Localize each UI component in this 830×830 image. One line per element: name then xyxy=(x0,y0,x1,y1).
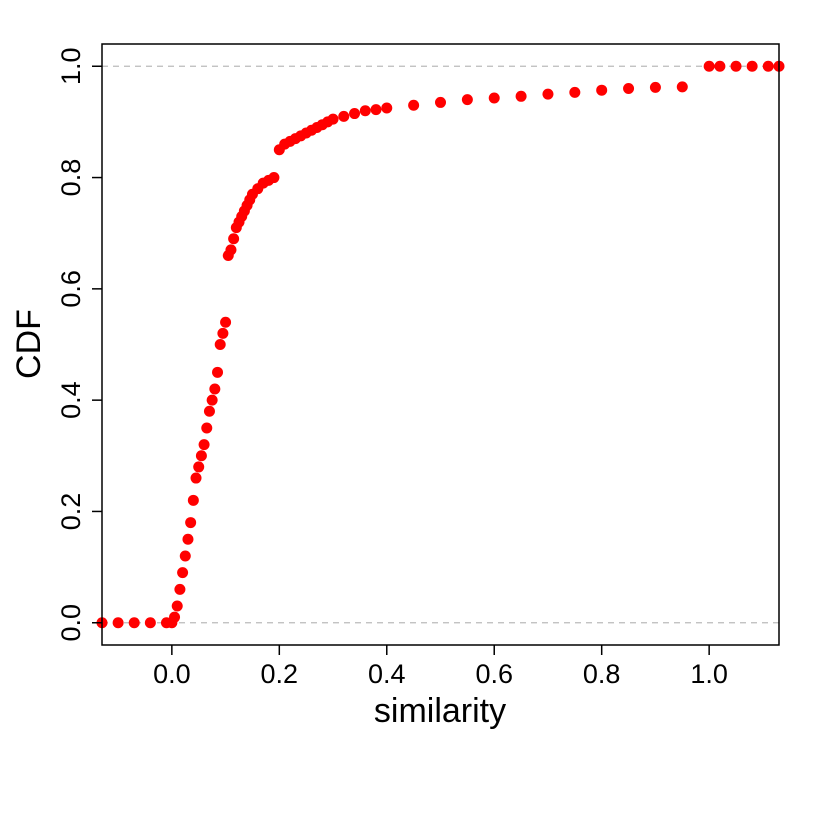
data-point xyxy=(730,60,742,72)
data-point xyxy=(206,394,218,406)
data-point xyxy=(268,172,280,184)
y-tick-label: 0.6 xyxy=(56,270,86,308)
y-tick-label: 0.4 xyxy=(56,381,86,419)
data-point xyxy=(144,617,156,629)
data-point xyxy=(174,583,186,595)
x-tick-label: 0.0 xyxy=(153,659,191,689)
data-point xyxy=(190,472,202,484)
y-tick-label: 0.2 xyxy=(56,493,86,531)
data-point xyxy=(220,316,232,328)
data-point xyxy=(338,110,350,122)
y-tick-label: 0.0 xyxy=(56,604,86,642)
y-axis-title: CDF xyxy=(10,309,48,379)
data-point xyxy=(193,461,205,473)
data-point xyxy=(182,533,194,545)
data-point xyxy=(198,439,210,451)
data-point xyxy=(228,233,240,245)
data-point xyxy=(596,84,608,96)
data-point xyxy=(177,567,189,579)
data-point xyxy=(212,366,224,378)
data-point xyxy=(201,422,213,434)
y-axis: 0.0 0.2 0.4 0.6 0.8 1.0 xyxy=(56,47,102,642)
x-tick-label: 0.2 xyxy=(261,659,299,689)
data-point xyxy=(187,494,199,506)
data-point xyxy=(203,405,215,417)
x-tick-label: 0.8 xyxy=(583,659,621,689)
data-point xyxy=(746,60,758,72)
reference-lines xyxy=(102,65,779,624)
x-axis-title: similarity xyxy=(374,692,506,730)
data-point xyxy=(623,83,635,95)
data-point xyxy=(435,96,446,108)
plot-frame xyxy=(101,43,780,646)
data-point xyxy=(225,244,237,256)
data-point xyxy=(542,88,554,100)
data-point xyxy=(381,102,393,114)
data-point xyxy=(112,617,124,629)
x-tick-label: 0.6 xyxy=(475,659,513,689)
data-point xyxy=(461,94,473,106)
data-point xyxy=(214,339,226,350)
data-point xyxy=(488,92,500,104)
x-axis: 0.0 0.2 0.4 0.6 0.8 1.0 xyxy=(153,645,728,689)
data-point xyxy=(649,81,661,93)
y-tick-label: 0.8 xyxy=(56,159,86,197)
data-point xyxy=(195,450,207,462)
data-point xyxy=(762,60,774,72)
data-point xyxy=(171,600,183,612)
data-point xyxy=(703,60,715,72)
data-point xyxy=(327,113,339,125)
x-tick-label: 0.4 xyxy=(368,659,406,689)
data-point xyxy=(714,60,726,72)
data-point xyxy=(349,108,361,120)
data-point xyxy=(408,99,420,111)
data-point xyxy=(569,86,581,98)
data-point xyxy=(370,104,382,116)
data-point xyxy=(185,517,197,529)
data-point xyxy=(217,327,229,339)
data-point xyxy=(179,550,191,562)
data-point xyxy=(128,617,140,629)
data-point xyxy=(169,611,181,623)
data-points xyxy=(96,60,785,629)
data-point xyxy=(676,81,688,93)
data-point xyxy=(359,105,371,117)
data-point xyxy=(209,383,221,395)
x-tick-label: 1.0 xyxy=(690,659,728,689)
y-tick-label: 1.0 xyxy=(56,47,86,85)
data-point xyxy=(515,90,527,102)
